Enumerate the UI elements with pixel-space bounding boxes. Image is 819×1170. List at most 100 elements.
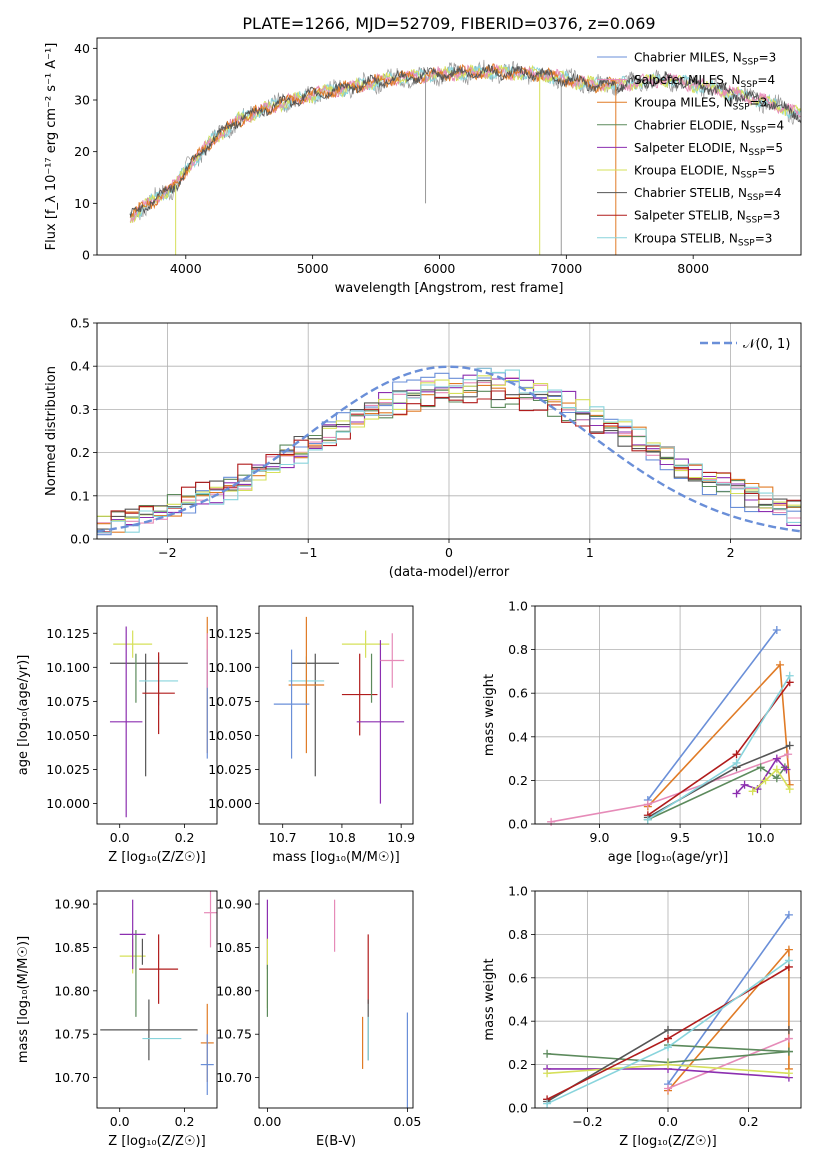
x-tick-label: 0.0 (110, 830, 130, 845)
series-line-salpeter_stelib (647, 681, 791, 816)
series-marker-salpeter_miles (643, 800, 652, 809)
legend-count: =3 (759, 51, 777, 65)
y-tick-label: 10.000 (46, 796, 90, 811)
series-marker-salpeter_elodie (740, 780, 749, 789)
histogram-chabrier_miles (97, 372, 801, 536)
series-line-kroupa_stelib (647, 675, 791, 821)
x-axis-label: (data-model)/error (389, 565, 510, 580)
legend-subscript: SSP (738, 238, 755, 248)
x-tick-label: 0.2 (175, 830, 195, 845)
y-tick-label: 40 (74, 41, 90, 56)
y-tick-label: 0.6 (508, 970, 528, 985)
series-marker-salpeter_miles (664, 1084, 672, 1093)
series-marker-kroupa_stelib (643, 815, 652, 824)
x-tick-label: 0.2 (175, 1114, 195, 1129)
y-tick-label: 0.0 (70, 532, 90, 547)
y-tick-label: 10.125 (46, 626, 90, 641)
legend-subscript: SSP (750, 125, 767, 135)
series-marker-salpeter_miles (547, 817, 556, 826)
y-tick-label: 0.8 (508, 642, 528, 657)
series-marker-salpeter_stelib (732, 750, 741, 759)
series-marker-salpeter_miles (784, 750, 793, 759)
y-axis-label: mass weight (482, 674, 497, 756)
x-tick-label: 8000 (677, 261, 709, 276)
y-tick-label: 10.70 (216, 1070, 252, 1085)
legend-entry: Chabrier ELODIE, NSSP=4 (634, 118, 784, 135)
legend-count: =5 (757, 164, 775, 178)
axes-frame (534, 890, 802, 1109)
y-tick-label: 0.1 (70, 488, 90, 503)
legend-subscript: SSP (747, 193, 764, 203)
y-tick-label: 0.2 (508, 773, 528, 788)
series-marker-chabrier_miles (772, 625, 781, 634)
y-axis-label: Normed distribution (44, 366, 59, 496)
y-tick-label: 30 (74, 93, 90, 108)
y-tick-label: 0.3 (70, 402, 90, 417)
figure-title: PLATE=1266, MJD=52709, FIBERID=0376, z=0… (242, 14, 655, 33)
x-axis-label: age [log₁₀(age/yr)] (608, 850, 729, 865)
legend-count: =4 (766, 118, 784, 132)
x-tick-label: −0.2 (572, 1114, 602, 1129)
legend-count: =3 (750, 96, 768, 110)
y-tick-label: 1.0 (508, 884, 528, 899)
series-marker-kroupa_miles (776, 660, 785, 669)
x-axis-label: Z [log₁₀(Z/Z☉)] (108, 1134, 205, 1149)
y-tick-label: 10.80 (54, 983, 90, 998)
x-axis-label: Z [log₁₀(Z/Z☉)] (108, 850, 205, 865)
chart-mass_vs_Z: 0.0 0.2 10.70 10.75 10.80 10.85 10.90 Z [log₁₀(… (16, 890, 218, 1149)
series-marker-salpeter_elodie (782, 765, 791, 774)
series-marker-kroupa_stelib (543, 1099, 552, 1108)
legend-entry: Kroupa ELODIE, NSSP=5 (634, 164, 775, 181)
axes-frame (96, 322, 802, 540)
x-tick-label: 4000 (170, 261, 202, 276)
y-tick-label: 20 (74, 144, 90, 159)
series-marker-kroupa_elodie (664, 1060, 672, 1069)
y-tick-label: 0.4 (508, 1014, 528, 1029)
x-tick-label: 0.2 (739, 1114, 759, 1129)
legend-subscript: SSP (733, 103, 750, 113)
series-marker-chabrier_elodie (784, 1047, 793, 1056)
legend-count: =5 (765, 141, 783, 155)
x-tick-label: 10.9 (387, 830, 415, 845)
chart-mass_vs_ebv: 0.00 0.05 10.70 10.75 10.80 10.85 10.90 E(B-V) (216, 890, 421, 1149)
x-tick-label: 9.5 (670, 830, 690, 845)
x-tick-label: 10.7 (269, 830, 297, 845)
x-tick-label: 0.0 (658, 1114, 678, 1129)
legend-entry: Salpeter STELIB, NSSP=3 (634, 209, 780, 226)
legend-subscript: SSP (748, 148, 765, 158)
legend-count: =3 (755, 231, 773, 245)
legend-subscript: SSP (746, 216, 763, 226)
series-marker-kroupa_elodie (784, 1069, 793, 1078)
x-tick-label: 0.0 (110, 1114, 130, 1129)
series-marker-salpeter_elodie (772, 754, 781, 763)
series-marker-chabrier_elodie (772, 774, 781, 783)
y-tick-label: 10.000 (208, 796, 252, 811)
x-axis-label: Z [log₁₀(Z/Z☉)] (619, 1134, 716, 1149)
x-tick-label: 0.00 (253, 1114, 281, 1129)
y-tick-label: 10.050 (208, 728, 252, 743)
chart-weight_vs_age: 9.0 9.5 10.0 0.0 0.2 0.4 0.6 0.8 1.0 age [log₁₀(a… (482, 599, 802, 865)
y-tick-label: 0 (82, 248, 90, 263)
y-tick-label: 10.025 (208, 762, 252, 777)
y-tick-label: 0.5 (70, 316, 90, 331)
series-marker-kroupa_elodie (748, 787, 757, 796)
y-tick-label: 0.0 (508, 817, 528, 832)
y-tick-label: 10.100 (208, 660, 252, 675)
x-tick-label: −1 (299, 545, 317, 560)
y-tick-label: 0.2 (508, 1057, 528, 1072)
y-tick-label: 0.6 (508, 686, 528, 701)
series-marker-kroupa_stelib (664, 1043, 672, 1052)
axes-frame (534, 605, 802, 825)
y-tick-label: 10 (74, 196, 90, 211)
y-tick-label: 10.80 (216, 983, 252, 998)
series-line-chabrier_miles (647, 629, 778, 801)
y-tick-label: 10.85 (54, 940, 90, 955)
series-marker-chabrier_stelib (664, 1025, 672, 1034)
x-tick-label: 7000 (550, 261, 582, 276)
series-marker-kroupa_elodie (761, 776, 770, 785)
series-line-kroupa_elodie (752, 768, 791, 792)
legend-count: =4 (757, 73, 775, 87)
normal-curve (96, 365, 802, 533)
y-axis-label: mass [log₁₀(M/M☉)] (16, 936, 31, 1063)
